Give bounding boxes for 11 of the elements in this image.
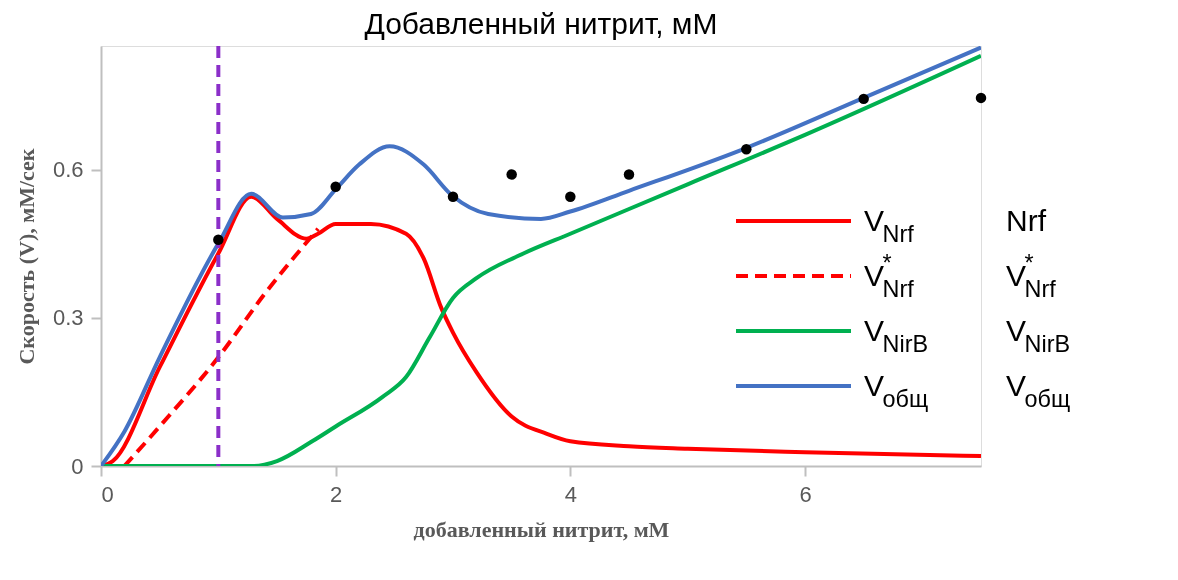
x-axis-title: добавленный нитрит, мМ bbox=[413, 516, 670, 542]
y-axis-title: Скорость (V), мМ/сек bbox=[13, 148, 39, 365]
chart-title: Добавленный нитрит, мМ bbox=[364, 7, 718, 40]
x-tick-label: 0 bbox=[101, 481, 114, 507]
y-tick-label: 0 bbox=[71, 453, 84, 479]
y-tick-label: 0.3 bbox=[52, 305, 84, 331]
x-tick-label: 4 bbox=[564, 481, 577, 507]
x-tick-label: 2 bbox=[330, 481, 343, 507]
y-tick-label: 0.6 bbox=[52, 157, 84, 183]
x-tick-label: 6 bbox=[799, 481, 812, 507]
text: Nrf bbox=[1006, 204, 1047, 237]
